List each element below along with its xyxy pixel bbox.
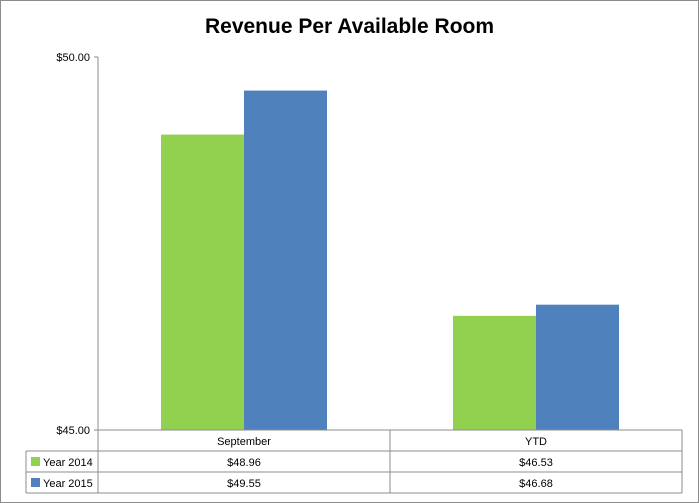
legend-key-year-2015 [31, 478, 40, 487]
legend-label-year-2014: Year 2014 [43, 457, 93, 469]
data-label-year-2015-september: $49.55 [227, 478, 261, 490]
data-label-year-2014-september: $48.96 [227, 457, 261, 469]
legend-key-year-2014 [31, 457, 40, 466]
data-label-year-2015-ytd: $46.68 [519, 478, 553, 490]
data-label-year-2014-ytd: $46.53 [519, 457, 553, 469]
bar-year-2014-ytd [453, 315, 536, 430]
bar-year-2014-september [161, 134, 244, 431]
bar-year-2015-september [244, 90, 327, 430]
category-label-september: September [217, 436, 271, 448]
y-tick-label: $45.00 [56, 425, 90, 437]
y-tick-label: $50.00 [56, 52, 90, 64]
category-label-ytd: YTD [525, 436, 547, 448]
chart-title: Revenue Per Available Room [204, 15, 495, 38]
legend-label-year-2015: Year 2015 [43, 478, 93, 490]
bar-year-2015-ytd [536, 304, 619, 430]
